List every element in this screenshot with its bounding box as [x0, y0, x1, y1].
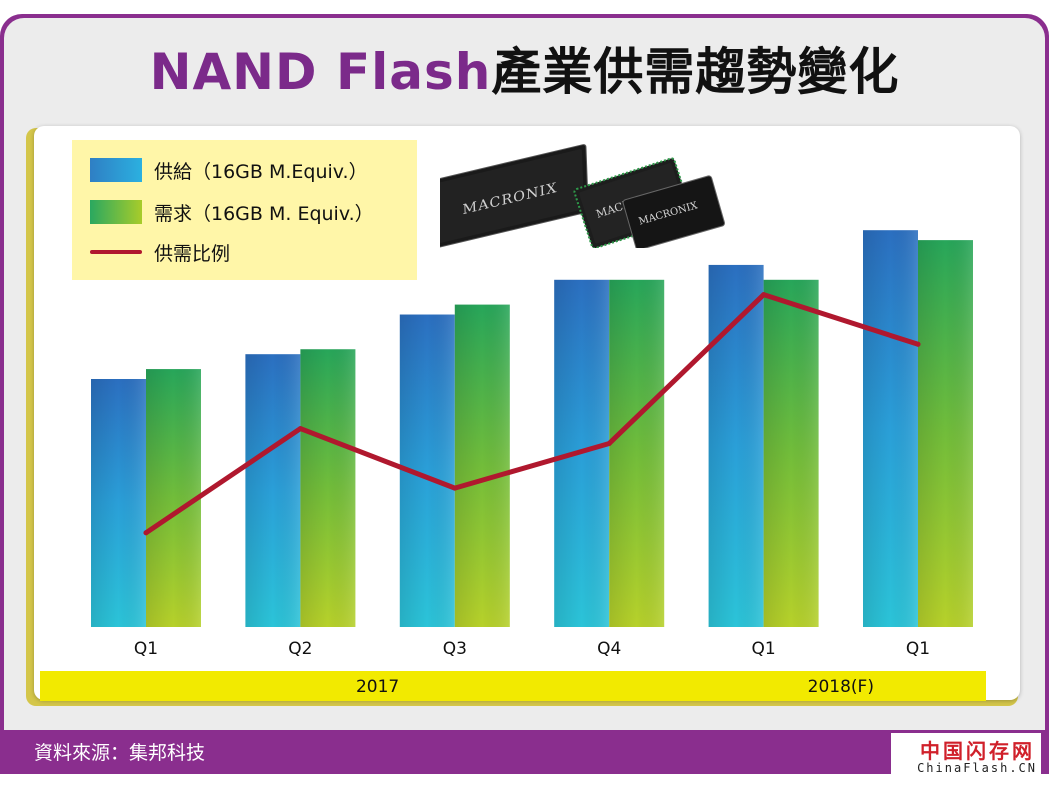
watermark-line-1: 中国闪存网: [920, 739, 1035, 763]
bar-shading-demand-6: [918, 240, 973, 627]
ratio-point-1: [143, 530, 149, 536]
legend-label-supply: 供給（16GB M.Equiv.）: [154, 160, 368, 183]
ratio-point-4: [606, 440, 612, 446]
x-tick-labels: Q1 Q2 Q3 Q4 Q1 Q1: [134, 639, 930, 659]
demand-swatch-icon: [90, 200, 142, 224]
x-tick-label-5: Q1: [751, 639, 775, 659]
bar-shading-supply-2: [245, 354, 301, 627]
watermark-logo: 中国闪存网 ChinaFlash.CN: [891, 733, 1041, 781]
ratio-line: [143, 292, 921, 536]
chip-illustration: MACRONIX MACRONIX MACRONIX: [432, 144, 725, 251]
x-tick-label-6: Q1: [906, 639, 930, 659]
bar-shading-supply-6: [863, 230, 918, 627]
legend-label-ratio: 供需比例: [154, 242, 231, 265]
x-tick-label-1: Q1: [134, 639, 158, 659]
bar-shading-supply-5: [708, 264, 764, 627]
ratio-point-2: [297, 426, 303, 432]
year-label-2018f: 2018(F): [807, 677, 874, 697]
x-tick-label-2: Q2: [288, 639, 312, 659]
nand-chip-photo: MACRONIX MACRONIX MACRONIX: [432, 130, 740, 251]
ratio-point-5: [761, 292, 767, 298]
legend: 供給（16GB M.Equiv.） 需求（16GB M. Equiv.） 供需比…: [72, 140, 417, 280]
bar-shading-demand-4: [609, 279, 665, 627]
chart-title: NAND Flash產業供需趨勢變化: [0, 42, 1049, 102]
year-label-2017: 2017: [355, 677, 400, 697]
bar-shading-demand-3: [454, 304, 510, 627]
bar-shading-demand-2: [300, 349, 356, 627]
ratio-point-6: [915, 341, 921, 347]
legend-item-supply: 供給（16GB M.Equiv.）: [72, 158, 368, 183]
ratio-line-layer: [143, 292, 921, 536]
ratio-line-swatch-icon: [90, 250, 142, 254]
chart-title-zh: 產業供需趨勢變化: [491, 43, 900, 101]
year-band: [40, 671, 986, 701]
legend-item-demand: 需求（16GB M. Equiv.）: [72, 200, 374, 225]
bar-shading-demand-5: [763, 279, 819, 627]
legend-label-demand: 需求（16GB M. Equiv.）: [154, 202, 374, 225]
bar-shading-demand-1: [146, 369, 201, 627]
watermark-line-2: ChinaFlash.CN: [917, 761, 1037, 775]
ratio-point-3: [452, 485, 458, 491]
bar-shading-supply-1: [91, 379, 146, 627]
x-tick-label-4: Q4: [597, 639, 621, 659]
supply-swatch-icon: [90, 158, 142, 182]
chart-title-en: NAND Flash: [149, 43, 492, 101]
source-note: 資料來源：集邦科技: [34, 742, 206, 764]
x-tick-label-3: Q3: [443, 639, 467, 659]
legend-item-ratio: 供需比例: [72, 240, 231, 265]
bars-layer: [91, 230, 973, 627]
